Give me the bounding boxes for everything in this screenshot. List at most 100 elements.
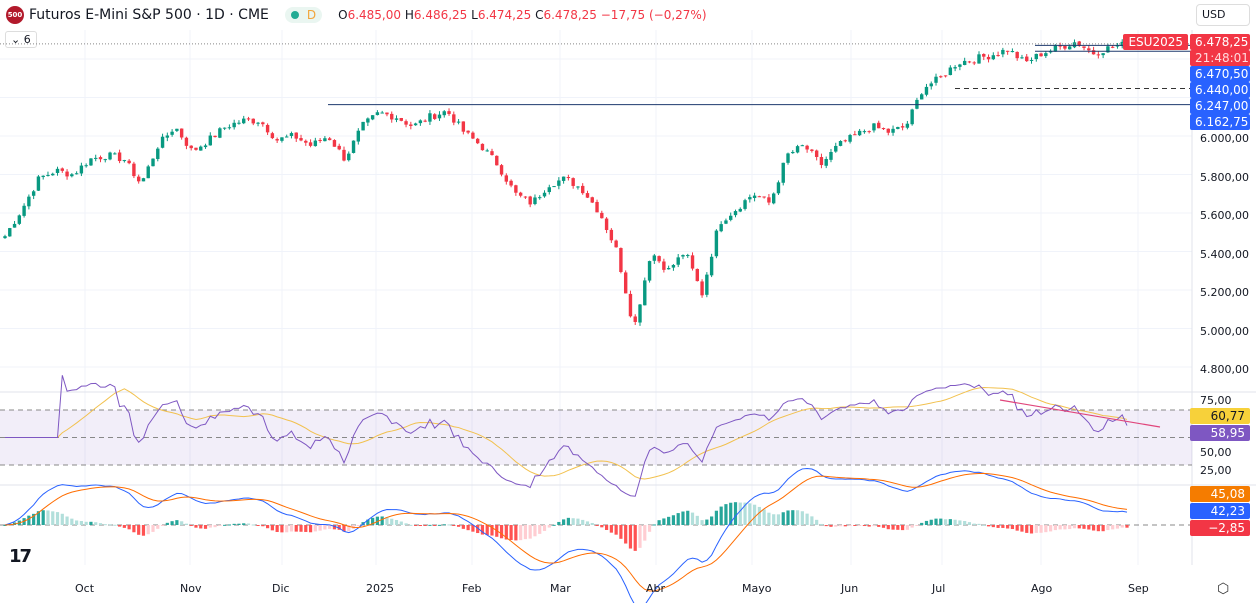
macd-histogram-bar — [829, 525, 833, 527]
x-tick-label[interactable]: Jun — [841, 582, 859, 595]
x-tick-label[interactable]: Jul — [932, 582, 946, 595]
candle-body — [900, 126, 905, 128]
macd-histogram-bar — [915, 525, 919, 526]
candle-body — [175, 128, 179, 131]
candle-body — [623, 272, 628, 294]
macd-histogram-bar — [366, 519, 370, 525]
macd-histogram-bar — [681, 511, 685, 525]
macd-histogram-bar — [724, 504, 728, 525]
candle-body — [771, 193, 776, 204]
x-tick-label[interactable]: Abr — [646, 582, 666, 595]
candle-body — [89, 158, 93, 166]
candle-body — [681, 255, 685, 257]
macd-histogram-bar — [1001, 525, 1005, 528]
candle-body — [179, 128, 184, 138]
macd-histogram-bar — [695, 515, 699, 525]
candle-body — [160, 136, 165, 148]
macd-histogram-bar — [958, 520, 962, 525]
candle-body — [810, 149, 814, 151]
macd-histogram-bar — [113, 524, 117, 526]
candle-body — [571, 178, 575, 186]
candle-body — [843, 140, 848, 142]
x-tick-label[interactable]: Dic — [272, 582, 290, 595]
candle-body — [3, 236, 7, 239]
symbol-title[interactable]: Futuros E-Mini S&P 500 · 1D · CME — [29, 7, 269, 23]
candle-body — [619, 248, 623, 272]
candle-body — [538, 197, 542, 199]
candle-body — [60, 168, 64, 171]
macd-histogram-bar — [767, 512, 771, 525]
macd-histogram-bar — [1111, 525, 1115, 530]
macd-histogram-bar — [404, 523, 408, 525]
candle-body — [132, 163, 136, 177]
candle-body — [471, 132, 475, 139]
x-tick-label[interactable]: Sep — [1128, 582, 1149, 595]
candle-body — [657, 256, 661, 262]
x-tick-label[interactable]: Oct — [75, 582, 95, 595]
macd-histogram-bar — [566, 517, 570, 525]
candle-body — [1110, 46, 1115, 48]
macd-histogram-bar — [901, 525, 905, 531]
macd-histogram-bar — [781, 512, 785, 525]
candle-body — [385, 112, 389, 115]
candle-body — [905, 123, 910, 128]
candle-body — [433, 114, 437, 119]
macd-histogram-bar — [256, 525, 260, 526]
candle-body — [776, 182, 781, 194]
macd-histogram-bar — [437, 524, 442, 526]
candle-body — [867, 131, 871, 133]
macd-histogram-bar — [456, 525, 461, 527]
rsi-trendline — [999, 399, 1161, 428]
macd-histogram-bar — [581, 519, 585, 525]
macd-histogram-bar — [304, 525, 308, 532]
x-tick-label[interactable]: Feb — [462, 582, 482, 595]
candle-body — [1001, 49, 1005, 55]
macd-histogram-bar — [920, 522, 924, 525]
macd-histogram-bar — [418, 525, 422, 526]
macd-histogram-bar — [127, 525, 131, 530]
x-tick-label[interactable]: Mayo — [742, 582, 772, 595]
candle-body — [767, 197, 771, 203]
x-tick-label[interactable]: Mar — [550, 582, 571, 595]
macd-histogram-bar — [32, 513, 36, 525]
candle-body — [509, 180, 513, 186]
macd-histogram-bar — [203, 525, 208, 529]
macd-histogram-bar — [485, 525, 489, 536]
macd-histogram-bar — [265, 525, 270, 529]
candle-body — [590, 197, 594, 203]
macd-histogram-bar — [1025, 525, 1029, 533]
x-tick-label[interactable]: Nov — [180, 582, 202, 595]
macd-histogram-bar — [872, 525, 876, 527]
candle-body — [1053, 45, 1058, 52]
candle-body — [428, 113, 432, 122]
candle-body — [533, 197, 537, 205]
candle-body — [261, 122, 265, 125]
macd-histogram-bar — [137, 525, 141, 535]
macd-histogram-bar — [819, 523, 824, 525]
macd-histogram-bar — [690, 512, 695, 525]
currency-selector[interactable]: USD — [1196, 4, 1250, 26]
candle-body — [690, 255, 695, 269]
settings-icon[interactable]: ⬡ — [1217, 581, 1230, 597]
candle-body — [886, 128, 890, 133]
last-price-label: 6.478,25 — [1190, 34, 1250, 50]
market-status[interactable]: D — [284, 7, 323, 23]
macd-histogram-bar — [867, 525, 871, 527]
candle-body — [222, 127, 227, 129]
tradingview-logo[interactable]: 17 — [9, 546, 32, 567]
delayed-badge: D — [306, 8, 317, 22]
macd-histogram-bar — [117, 525, 122, 527]
y-tick-label: 5.800,00 — [1200, 170, 1249, 184]
x-tick-label[interactable]: Ago — [1031, 582, 1053, 595]
candle-body — [800, 145, 805, 147]
candle-body — [194, 147, 198, 150]
macd-histogram-bar — [743, 502, 747, 525]
macd-histogram-bar — [662, 518, 666, 525]
x-tick-label[interactable]: 2025 — [366, 582, 394, 595]
macd-histogram-bar — [1106, 525, 1110, 531]
macd-histogram-bar — [929, 519, 933, 525]
macd-histogram-bar — [1120, 525, 1124, 528]
macd-histogram-bar — [519, 525, 523, 541]
macd-histogram-bar — [294, 525, 298, 532]
